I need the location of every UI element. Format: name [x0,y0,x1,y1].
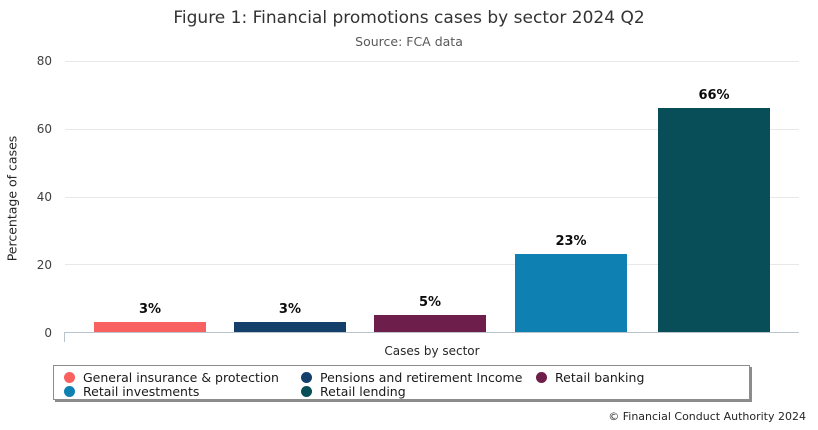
x-axis-title: Cases by sector [384,344,480,358]
copyright-text: © Financial Conduct Authority 2024 [608,410,806,423]
legend-item-label: General insurance & protection [83,369,279,385]
legend-item-pensions-and-retirement-income: Pensions and retirement Income [301,370,536,385]
chart-subtitle: Source: FCA data [355,34,463,49]
legend-dot-icon [64,371,75,383]
y-tick-label-20: 20 [36,258,52,272]
plot-area: 3% 3% 5% 23% 66% [64,61,799,342]
legend-item-retail-lending: Retail lending [301,384,536,399]
bar-value-label: 23% [555,234,587,250]
legend-item-label: Retail investments [83,383,200,399]
y-tick-label-0: 0 [44,326,52,340]
bar-retail-lending [657,108,770,332]
legend-dot-icon [536,371,547,383]
chart-title: Figure 1: Financial promotions cases by … [173,8,645,28]
gridline-40 [65,196,799,198]
legend-item-retail-investments: Retail investments [64,384,301,399]
bar-general-insurance-protection [93,321,206,332]
legend-item-label: Retail banking [555,369,645,385]
bar-pensions-and-retirement-income [233,321,346,332]
bar-value-label: 3% [138,301,162,317]
y-tick-label-40: 40 [36,190,52,204]
bar-value-label: 66% [698,88,730,104]
legend: General insurance & protection Pensions a… [53,365,750,400]
y-tick-label-60: 60 [36,122,52,136]
legend-dot-icon [301,385,312,397]
legend-dot-icon [64,385,75,397]
legend-item-label: Retail lending [320,383,406,399]
legend-item-retail-banking: Retail banking [536,370,749,385]
gridline-80 [65,61,799,62]
y-tick-label-80: 80 [36,54,52,68]
bar-retail-banking [374,315,486,332]
legend-item-general-insurance-protection: General insurance & protection [64,370,301,385]
gridline-20 [65,264,799,266]
bar-value-label: 5% [418,295,442,311]
gridline-60 [65,128,799,130]
legend-item-label: Pensions and retirement Income [320,369,523,385]
bar-value-label: 3% [278,301,302,317]
legend-dot-icon [301,371,312,383]
bar-retail-investments [515,254,627,332]
x-axis-tick [64,332,65,342]
